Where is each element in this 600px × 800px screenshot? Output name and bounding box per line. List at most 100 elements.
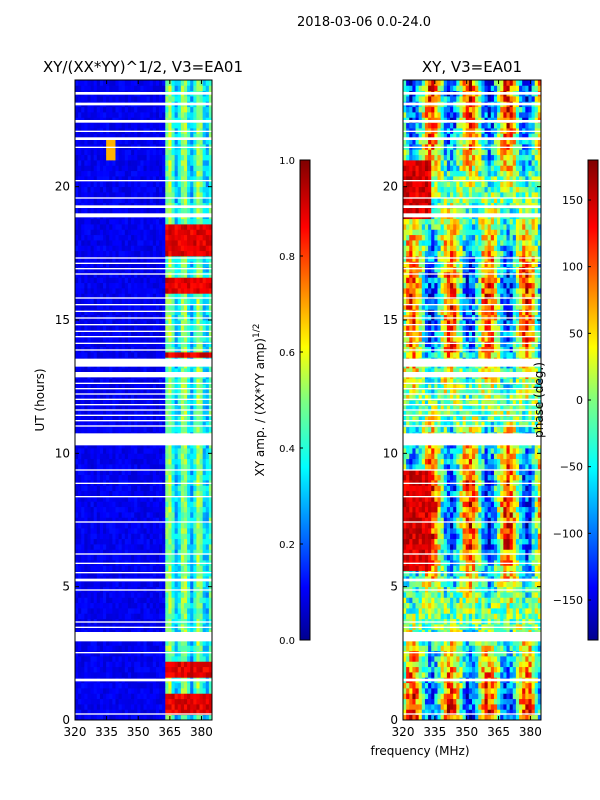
heatmap-cell (143, 320, 148, 326)
heatmap-cell (174, 224, 179, 230)
heatmap-cell (177, 650, 182, 657)
heatmap-cell (78, 389, 82, 396)
heatmap-cell (187, 538, 191, 545)
heatmap-cell (177, 490, 182, 497)
heatmap-cell (149, 448, 154, 454)
heatmap-cell (168, 288, 172, 294)
heatmap-cell (112, 320, 116, 326)
heatmap-cell (127, 613, 132, 620)
heatmap-cell (196, 709, 200, 716)
heatmap-cell (121, 352, 126, 358)
heatmap-cell (81, 320, 85, 326)
heatmap-cell (106, 154, 110, 161)
heatmap-cell (165, 208, 169, 214)
heatmap-cell (190, 554, 194, 561)
heatmap-cell (127, 96, 132, 102)
heatmap-cell (84, 426, 88, 433)
heatmap-cell (193, 245, 197, 252)
heatmap-cell (93, 208, 98, 214)
heatmap-cell (143, 330, 148, 337)
heatmap-cell (168, 170, 172, 177)
heatmap-cell (81, 592, 85, 598)
heatmap-cell (152, 138, 157, 145)
heatmap-cell (187, 320, 191, 326)
heatmap-cell (168, 218, 172, 225)
heatmap-cell (152, 522, 157, 529)
heatmap-cell (165, 693, 169, 700)
heatmap-cell (96, 224, 101, 230)
heatmap-cell (177, 122, 182, 129)
heatmap-cell (146, 122, 151, 129)
heatmap-cell (202, 693, 207, 700)
heatmap-cell (168, 426, 172, 433)
heatmap-cell (112, 96, 116, 102)
heatmap-cell (152, 154, 157, 161)
heatmap-cell (124, 666, 129, 673)
heatmap-cell (134, 309, 138, 316)
heatmap-cell (152, 672, 157, 678)
heatmap-cell (180, 528, 185, 534)
heatmap-cell (149, 256, 154, 262)
heatmap-cell (99, 208, 104, 214)
heatmap-cell (78, 682, 82, 689)
heatmap-cell (190, 496, 194, 502)
heatmap-cell (202, 592, 207, 598)
heatmap-cell (187, 384, 191, 390)
heatmap-cell (162, 405, 166, 412)
heatmap-cell (168, 485, 172, 492)
heatmap-cell (140, 640, 144, 646)
heatmap-cell (84, 597, 88, 604)
heatmap-cell (143, 389, 148, 396)
heatmap-cell (106, 544, 110, 550)
heatmap-cell (84, 192, 88, 198)
heatmap-cell (180, 501, 185, 508)
heatmap-cell (155, 96, 160, 102)
heatmap-cell (134, 666, 138, 673)
heatmap-cell (183, 85, 188, 92)
heatmap-cell (177, 640, 182, 646)
heatmap-cell (121, 528, 126, 534)
heatmap-cell (131, 570, 135, 577)
heatmap-cell (171, 442, 176, 449)
heatmap-cell (140, 229, 144, 236)
heatmap-cell (165, 298, 169, 305)
heatmap-cell (99, 112, 104, 118)
heatmap-cell (103, 592, 107, 598)
heatmap-cell (90, 378, 95, 385)
heatmap-cell (106, 597, 110, 604)
heatmap-cell (84, 496, 88, 502)
heatmap-cell (134, 256, 138, 262)
heatmap-cell (174, 277, 179, 284)
heatmap-cell (155, 325, 160, 332)
heatmap-cell (190, 544, 194, 550)
heatmap-cell (124, 330, 129, 337)
heatmap-cell (159, 352, 163, 358)
heatmap-cell (112, 512, 116, 518)
heatmap-cell (171, 106, 176, 113)
heatmap-cell (193, 170, 197, 177)
heatmap-cell (146, 517, 151, 524)
heatmap-cell (99, 272, 104, 278)
heatmap-cell (90, 341, 95, 348)
heatmap-cell (199, 282, 204, 289)
heatmap-cell (177, 709, 182, 716)
heatmap-cell (171, 698, 176, 705)
heatmap-cell (90, 592, 95, 598)
heatmap-cell (90, 613, 95, 620)
heatmap-cell (177, 170, 182, 177)
heatmap-cell (143, 517, 148, 524)
heatmap-cell (171, 154, 176, 161)
heatmap-cell (99, 453, 104, 460)
heatmap-cell (81, 682, 85, 689)
heatmap-cell (162, 597, 166, 604)
heatmap-cell (180, 304, 185, 310)
heatmap-cell (180, 218, 185, 225)
heatmap-cell (121, 565, 126, 572)
heatmap-cell (84, 352, 88, 358)
heatmap-cell (143, 453, 148, 460)
heatmap-cell (127, 570, 132, 577)
heatmap-cell (143, 416, 148, 422)
heatmap-cell (149, 122, 154, 129)
heatmap-cell (193, 666, 197, 673)
heatmap-cell (152, 352, 157, 358)
